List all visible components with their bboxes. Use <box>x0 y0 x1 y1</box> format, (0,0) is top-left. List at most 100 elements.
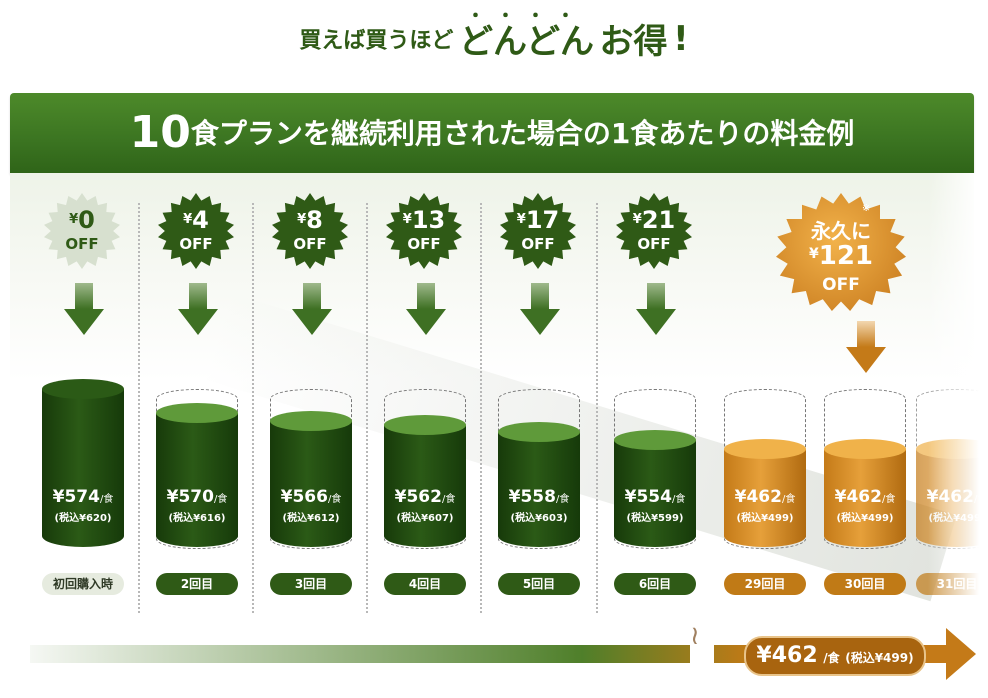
price-column: ¥462/食 (税込¥499) 30回目 <box>810 173 920 623</box>
timeline-gap <box>690 630 714 676</box>
purchase-count-label: 29回目 <box>724 573 806 595</box>
badge-amount: ¥121 <box>808 241 874 271</box>
down-arrow-icon <box>636 283 676 335</box>
price-per-meal: ¥574/食 <box>52 487 114 507</box>
final-per: /食 <box>823 651 840 665</box>
plan-banner: 10食プランを継続利用された場合の1食あたりの料金例 <box>10 93 974 173</box>
price-tax-included: (税込¥607) <box>396 513 454 524</box>
squiggle-break-icon: ≀ <box>690 621 700 651</box>
cup-price: ¥574/食 (税込¥620) <box>42 487 124 524</box>
purchase-count-label: 6回目 <box>614 573 696 595</box>
cup-fill <box>498 432 580 547</box>
discount-amount: ¥8 <box>297 206 323 234</box>
cup-surface <box>824 439 906 459</box>
price-column: ¥8 OFF ¥566/食 (税込¥612) 3回目 <box>252 173 366 623</box>
price-tax-included: (税込¥599) <box>626 513 684 524</box>
purchase-count-label: 2回目 <box>156 573 238 595</box>
forever-discount-badge: ※ 永久に ¥121 OFF <box>776 193 906 311</box>
cup-surface <box>270 411 352 431</box>
price-tax-included: (税込¥499) <box>836 513 894 524</box>
discount-amount: ¥4 <box>183 206 209 234</box>
price-cup: ¥562/食 (税込¥607) <box>384 389 466 549</box>
price-per-meal: ¥558/食 <box>508 487 570 507</box>
column-separator <box>366 203 368 613</box>
discount-badge: ¥17 OFF <box>500 193 576 269</box>
price-tax-included: (税込¥620) <box>54 513 112 524</box>
cup-surface <box>42 379 124 399</box>
final-price-pill: ¥462 /食 (税込¥499) <box>744 636 926 676</box>
cup-price: ¥558/食 (税込¥603) <box>498 487 580 524</box>
column-separator <box>480 203 482 613</box>
cup-surface <box>498 422 580 442</box>
column-separator <box>596 203 598 613</box>
cup-fill <box>270 421 352 547</box>
discount-off: OFF <box>65 235 99 253</box>
price-tax-included: (税込¥499) <box>736 513 794 524</box>
price-per-meal: ¥462/食 <box>834 487 896 507</box>
cup-fill <box>824 449 906 547</box>
emphasis-dots: ・・・・ <box>466 6 587 27</box>
price-per-meal: ¥554/食 <box>624 487 686 507</box>
badge-off: OFF <box>822 275 860 295</box>
price-cup: ¥574/食 (税込¥620) <box>42 379 124 547</box>
banner-text: 食プランを継続利用された場合の1食あたりの料金例 <box>190 117 855 150</box>
headline-emphasis: ・・・・ どんどん <box>458 6 594 63</box>
final-tax: (税込¥499) <box>845 651 914 665</box>
price-per-meal: ¥462/食 <box>734 487 796 507</box>
headline-lead: 買えば買うほど <box>299 28 454 54</box>
price-tax-included: (税込¥616) <box>168 513 226 524</box>
cup-surface <box>614 430 696 450</box>
progress-arrow-bar <box>30 645 950 663</box>
discount-off: OFF <box>179 235 213 253</box>
discount-badge: ¥4 OFF <box>158 193 234 269</box>
discount-off: OFF <box>637 235 671 253</box>
discount-amount: ¥21 <box>632 206 676 234</box>
final-price: ¥462 <box>756 643 818 668</box>
banner-number: 10 <box>129 107 191 158</box>
column-separator <box>252 203 254 613</box>
discount-badge: ¥13 OFF <box>386 193 462 269</box>
down-arrow-icon <box>406 283 446 335</box>
cup-fill <box>724 449 806 547</box>
price-per-meal: ¥570/食 <box>166 487 228 507</box>
price-cup: ¥554/食 (税込¥599) <box>614 389 696 549</box>
price-column: ¥4 OFF ¥570/食 (税込¥616) 2回目 <box>138 173 252 623</box>
price-column: ¥0 OFF ¥574/食 (税込¥620) 初回購入時 <box>28 173 138 623</box>
badge-note-mark: ※ <box>862 203 871 214</box>
discount-off: OFF <box>407 235 441 253</box>
cup-fill <box>614 440 696 547</box>
price-cup: ¥570/食 (税込¥616) <box>156 389 238 549</box>
purchase-count-label: 30回目 <box>824 573 906 595</box>
price-column: ¥21 OFF ¥554/食 (税込¥599) 6回目 <box>596 173 710 623</box>
right-fade <box>928 173 988 603</box>
cup-surface <box>724 439 806 459</box>
purchase-count-label: 4回目 <box>384 573 466 595</box>
down-arrow-icon <box>520 283 560 335</box>
cup-fill <box>156 413 238 547</box>
cup-price: ¥462/食 (税込¥499) <box>724 487 806 524</box>
discount-off: OFF <box>293 235 327 253</box>
cup-fill <box>384 425 466 547</box>
price-per-meal: ¥562/食 <box>394 487 456 507</box>
cup-price: ¥570/食 (税込¥616) <box>156 487 238 524</box>
discount-amount: ¥17 <box>516 206 560 234</box>
price-tax-included: (税込¥612) <box>282 513 340 524</box>
price-per-meal: ¥566/食 <box>280 487 342 507</box>
headline-exclaim: ! <box>673 18 689 59</box>
discount-badge: ¥8 OFF <box>272 193 348 269</box>
cup-price: ¥566/食 (税込¥612) <box>270 487 352 524</box>
discount-amount: ¥0 <box>69 206 95 234</box>
down-arrow-icon <box>846 321 886 373</box>
cup-surface <box>156 403 238 423</box>
discount-badge: ¥21 OFF <box>616 193 692 269</box>
price-cup: ¥462/食 (税込¥499) <box>824 389 906 549</box>
progress-arrow-head <box>946 628 976 680</box>
headline-otoku: お得 <box>599 22 668 62</box>
price-column: ¥462/食 (税込¥499) 29回目 <box>710 173 820 623</box>
price-column: ¥13 OFF ¥562/食 (税込¥607) 4回目 <box>366 173 480 623</box>
price-tax-included: (税込¥603) <box>510 513 568 524</box>
down-arrow-icon <box>64 283 104 335</box>
price-cup: ¥566/食 (税込¥612) <box>270 389 352 549</box>
purchase-count-label: 5回目 <box>498 573 580 595</box>
price-cup: ¥462/食 (税込¥499) <box>724 389 806 549</box>
